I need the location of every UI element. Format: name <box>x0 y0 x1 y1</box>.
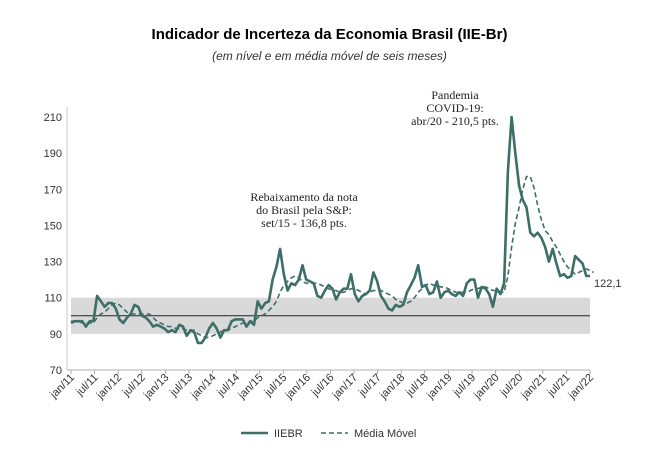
y-tick-label: 70 <box>50 365 62 377</box>
y-tick-label: 90 <box>50 329 62 341</box>
annotation-line: Pandemia <box>431 88 479 102</box>
series-lines <box>70 115 595 345</box>
last-value-label: 122,1 <box>594 278 622 290</box>
x-tick-label: jan/14 <box>188 372 218 402</box>
x-tick-label: jan/21 <box>519 372 549 402</box>
moving-average-line <box>71 175 595 339</box>
x-tick-label: jan/17 <box>330 372 360 402</box>
x-tick-label: jan/20 <box>471 372 501 402</box>
x-tick-label: jan/18 <box>377 372 407 402</box>
annotation-line: abr/20 - 210,5 pts. <box>411 114 499 128</box>
x-tick-label: jan/19 <box>424 372 454 402</box>
legend-moving-average-label: Média Móvel <box>354 428 416 440</box>
x-tick-label: jan/15 <box>235 372 265 402</box>
legend: IIEBR Média Móvel <box>241 428 416 440</box>
iiebr-line <box>70 115 590 345</box>
data-labels: 122,1 <box>594 278 622 290</box>
x-axis: jan/11jul/11jan/12jul/12jan/13jul/13jan/… <box>47 369 596 402</box>
x-tick-label: jan/22 <box>566 372 596 402</box>
uncertainty-band <box>71 297 590 334</box>
annotation-line: Rebaixamento da nota <box>250 190 358 204</box>
y-tick-label: 210 <box>44 112 62 124</box>
y-axis: 70 90 110 130 150 170 190 210 <box>44 107 68 377</box>
chart-subtitle: (em nível e em média móvel de seis meses… <box>212 49 447 63</box>
annotation-line: COVID-19: <box>426 101 483 115</box>
y-tick-label: 130 <box>44 257 62 269</box>
annotations: Rebaixamento da nota do Brasil pela S&P: s… <box>250 88 498 230</box>
y-tick-label: 190 <box>44 148 62 160</box>
y-tick-label: 110 <box>44 293 62 305</box>
annotation-line: do Brasil pela S&P: <box>256 203 352 217</box>
annotation-text: Pandemia COVID-19: abr/20 - 210,5 pts. <box>411 88 499 128</box>
y-tick-label: 150 <box>44 220 62 232</box>
x-tick-label: jan/16 <box>283 372 313 402</box>
y-tick-label: 170 <box>44 184 62 196</box>
chart-title: Indicador de Incerteza da Economia Brasi… <box>151 26 508 43</box>
annotation-line: set/15 - 136,8 pts. <box>261 216 347 230</box>
legend-iiebr-label: IIEBR <box>274 428 303 440</box>
annotation-text: Rebaixamento da nota do Brasil pela S&P: s… <box>250 190 358 230</box>
x-tick-label: jan/13 <box>141 372 171 402</box>
x-tick-label: jan/12 <box>94 372 124 402</box>
